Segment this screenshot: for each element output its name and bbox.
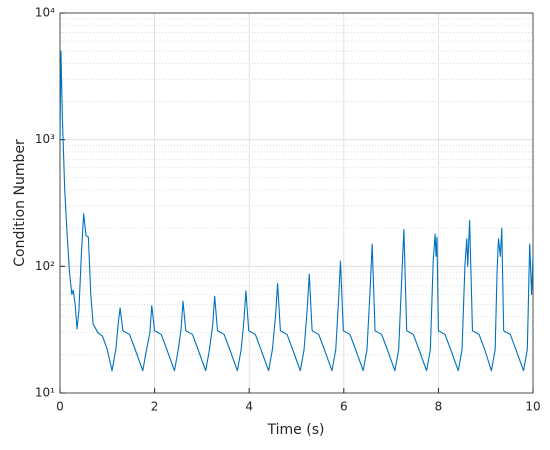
y-tick-label: 10² xyxy=(35,259,55,273)
y-tick-label: 10³ xyxy=(35,132,55,146)
x-tick-label: 4 xyxy=(245,400,253,414)
x-tick-label: 2 xyxy=(151,400,159,414)
x-tick-label: 0 xyxy=(56,400,64,414)
axes-box xyxy=(59,12,534,394)
x-axis-label: Time (s) xyxy=(267,422,325,438)
x-tick-label: 10 xyxy=(525,400,540,414)
x-tick-label: 8 xyxy=(435,400,443,414)
y-tick-label: 10¹ xyxy=(35,386,55,400)
x-tick-label: 6 xyxy=(340,400,348,414)
y-axis-label: Condition Number xyxy=(12,139,28,267)
data-line xyxy=(59,50,534,372)
y-tick-label: 10⁴ xyxy=(35,6,55,20)
